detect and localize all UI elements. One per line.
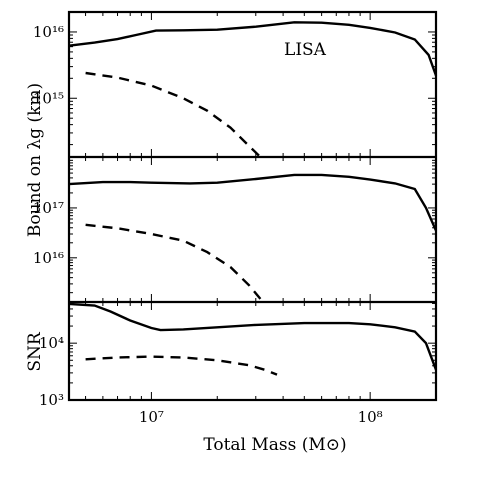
y-axis-label-snr: SNR [25, 331, 45, 372]
panel-3-solid-line [68, 302, 438, 371]
x-axis-label: Total Mass (M⊙) [203, 435, 346, 455]
panel-2-dashed-line [85, 223, 262, 300]
panel-3-y-tick-label: 10⁴ [39, 334, 64, 352]
panel-1-dashed-line [85, 71, 262, 158]
panel-2-y-tick-label: 10¹⁷ [33, 199, 64, 217]
panel-3-dashed-line [85, 355, 278, 376]
panel-1-y-tick-label: 10¹⁵ [33, 89, 64, 107]
plot-frame [67, 10, 438, 402]
lisa-annotation: LISA [284, 40, 327, 60]
panel-2-solid-line [68, 173, 438, 232]
panel-1-y-tick-label: 10¹⁶ [33, 23, 64, 41]
chart-marks: 10¹⁵ 10¹⁶ 10¹⁶ 10¹⁷ 10³ 10⁴ 10⁷ 10⁸ [33, 12, 438, 426]
panel-2-y-tick-label: 10¹⁶ [33, 249, 64, 267]
x-tick-label: 10⁸ [358, 408, 383, 426]
y-axis-label-bound: Bound on λg (km) [25, 83, 45, 237]
panel-1-solid-line [68, 21, 438, 77]
x-tick-label: 10⁷ [139, 408, 164, 426]
panel-3-y-tick-label: 10³ [39, 391, 64, 409]
